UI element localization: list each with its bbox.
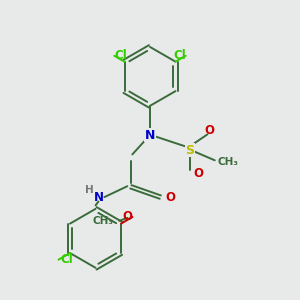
- Text: O: O: [193, 167, 203, 180]
- Text: Cl: Cl: [60, 253, 73, 266]
- Text: Cl: Cl: [173, 49, 186, 62]
- Text: H: H: [85, 185, 93, 195]
- Text: Cl: Cl: [114, 49, 127, 62]
- Text: CH₃: CH₃: [218, 157, 239, 167]
- Text: CH₃: CH₃: [92, 216, 113, 226]
- Text: O: O: [122, 211, 133, 224]
- Text: O: O: [166, 190, 176, 204]
- Text: N: N: [94, 190, 103, 204]
- Text: S: S: [185, 143, 194, 157]
- Text: N: N: [145, 129, 155, 142]
- Text: O: O: [204, 124, 214, 137]
